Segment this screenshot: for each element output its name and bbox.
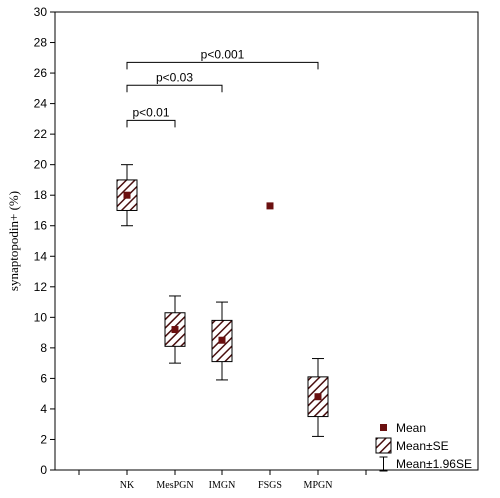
x-tick-label: NK: [120, 480, 135, 491]
significance-bracket: [126, 84, 223, 93]
y-tick-label: 26: [34, 66, 48, 80]
y-tick-label: 30: [34, 5, 48, 19]
mean-marker: [171, 326, 179, 334]
significance-bracket: [126, 61, 319, 70]
y-tick-label: 28: [34, 36, 48, 50]
significance-label: p<0.001: [201, 47, 245, 61]
y-tick-label: 4: [40, 402, 47, 416]
y-tick-label: 20: [34, 158, 48, 172]
y-tick-label: 10: [34, 310, 48, 324]
y-tick-label: 0: [40, 463, 47, 477]
legend-label: Mean±SE: [396, 439, 449, 453]
legend-se-swatch: [375, 437, 392, 454]
mean-marker: [218, 336, 226, 344]
legend-mean-swatch: [380, 424, 387, 431]
legend-label: Mean±1.96SE: [396, 457, 472, 471]
box-series: [116, 164, 329, 437]
mean-marker: [314, 393, 322, 401]
y-axis-label: synaptopodin+ (%): [6, 191, 21, 291]
y-tick-label: 18: [34, 188, 48, 202]
y-tick-label: 12: [34, 280, 48, 294]
legend: Mean Mean±SE Mean±1.96SE: [375, 421, 472, 472]
significance-label: p<0.03: [156, 70, 193, 84]
y-tick-label: 14: [34, 249, 48, 263]
y-tick-label: 8: [40, 341, 47, 355]
legend-label: Mean: [396, 421, 426, 435]
significance-label: p<0.01: [132, 105, 169, 119]
mean-marker: [123, 191, 131, 199]
significance-bracket: [126, 119, 176, 128]
y-tick-label: 22: [34, 127, 48, 141]
y-tick-label: 6: [40, 371, 47, 385]
mean-marker: [266, 202, 274, 210]
significance-annotations: p<0.01 p<0.03 p<0.001: [126, 47, 319, 128]
y-tick-label: 16: [34, 219, 48, 233]
x-tick-label: IMGN: [209, 480, 236, 491]
x-tick-label: FSGS: [258, 480, 282, 491]
x-tick-label: MesPGN: [156, 480, 193, 491]
plot-frame: [54, 11, 479, 471]
y-tick-label: 2: [40, 432, 47, 446]
y-tick-label: 24: [34, 97, 48, 111]
x-axis: NK MesPGN IMGN FSGS MPGN: [78, 470, 367, 491]
x-tick-label: MPGN: [304, 480, 333, 491]
